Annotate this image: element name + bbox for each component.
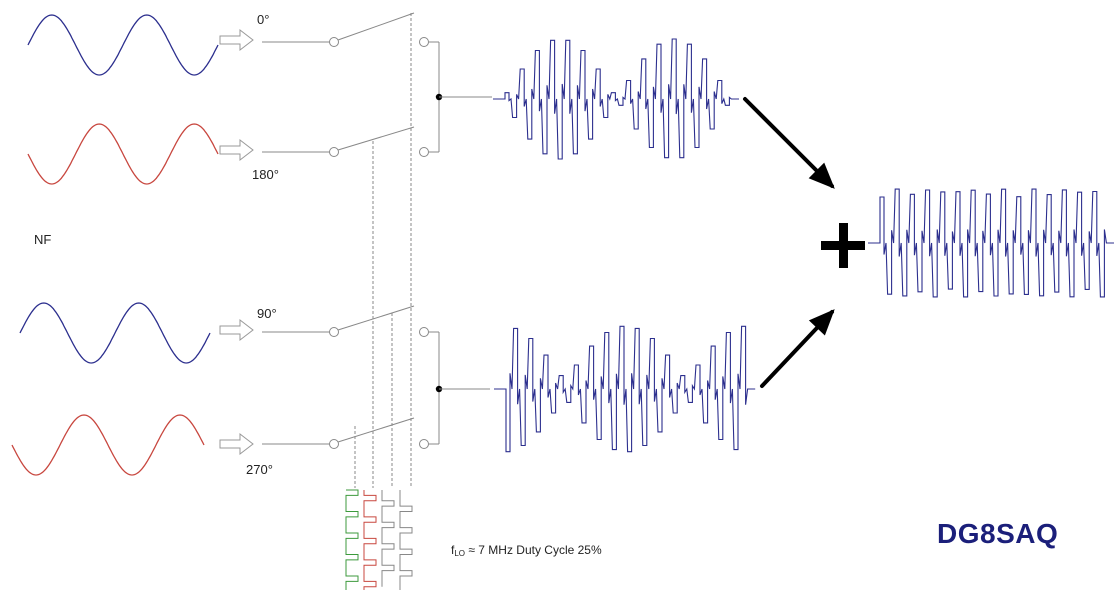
hollow-arrow-4	[219, 432, 254, 456]
output-contact-3	[419, 327, 429, 337]
nf-label: NF	[34, 232, 52, 247]
lo-pulse-train-4	[399, 490, 413, 590]
flo-subscript: LO	[454, 549, 466, 558]
hollow-arrow-2	[219, 138, 254, 162]
switch-network	[262, 12, 492, 488]
lo-pulse-train-2	[363, 490, 377, 590]
lo-pulse-trains	[345, 489, 413, 590]
phase-label-90: 90°	[257, 306, 277, 321]
phase-label-0: 0°	[257, 12, 270, 27]
phase-label-270: 270°	[246, 462, 273, 477]
sine-wave-4	[11, 414, 205, 476]
flo-description: ≈ 7 MHz Duty Cycle 25%	[465, 543, 602, 557]
switch-arm-2	[337, 126, 415, 151]
output-contact-1	[419, 37, 429, 47]
switch-contact-4	[329, 439, 339, 449]
input-sine-waves	[11, 14, 219, 476]
output-waveforms	[493, 38, 1114, 453]
waveform-lower	[494, 325, 756, 453]
switch-arm-4	[337, 417, 415, 443]
output-contact-2	[419, 147, 429, 157]
input-arrows	[219, 28, 254, 456]
lo-pulse-train-1	[345, 489, 359, 590]
plus-vertical	[839, 223, 848, 268]
plus-sign	[821, 223, 865, 268]
hollow-arrow-3	[219, 318, 254, 342]
flo-symbol: f	[451, 543, 455, 557]
switch-arm-1	[337, 12, 415, 41]
sum-arrow-top-head	[808, 162, 835, 189]
waveform-upper	[493, 38, 739, 160]
sine-wave-1	[27, 14, 219, 76]
sine-wave-2	[27, 123, 219, 185]
switch-arm-3	[337, 305, 415, 331]
switch-contact-2	[329, 147, 339, 157]
hollow-arrow-1	[219, 28, 254, 52]
phase-label-180: 180°	[252, 167, 279, 182]
output-contact-4	[419, 439, 429, 449]
lo-pulse-train-3	[381, 490, 395, 587]
brand-callsign: DG8SAQ	[937, 518, 1059, 549]
waveform-sum	[868, 188, 1114, 298]
flo-label: fLO ≈ 7 MHz Duty Cycle 25%	[451, 543, 602, 558]
summing-arrows	[743, 97, 835, 388]
switch-contact-1	[329, 37, 339, 47]
sum-arrow-bottom-head	[808, 309, 835, 336]
switch-contact-3	[329, 327, 339, 337]
sine-wave-3	[19, 302, 211, 364]
